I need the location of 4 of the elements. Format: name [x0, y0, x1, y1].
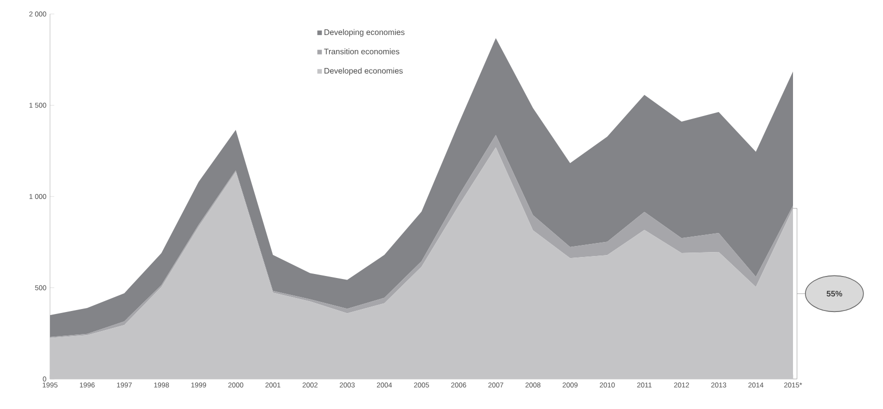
legend-label: Developed economies — [324, 68, 403, 76]
legend-label: Developing economies — [324, 29, 404, 37]
legend-label: Transition economies — [324, 48, 400, 54]
text: 55% — [826, 290, 842, 296]
